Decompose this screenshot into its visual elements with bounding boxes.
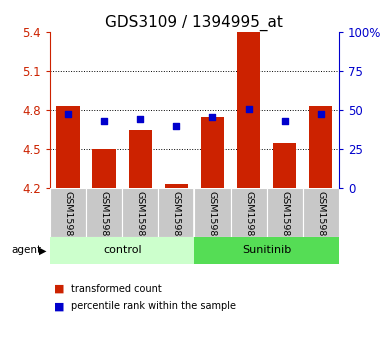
Bar (129, 130, 152, 188)
Text: GSM159833: GSM159833 (100, 191, 109, 249)
Point (318, 111, 324, 117)
Text: GSM159838: GSM159838 (316, 191, 325, 248)
Point (209, 114, 216, 119)
Text: GSM159831: GSM159831 (208, 191, 217, 248)
Text: GSM159832: GSM159832 (244, 191, 253, 248)
Text: control: control (103, 245, 142, 256)
Bar (303, 188, 339, 237)
Bar (165, 184, 188, 188)
Bar (194, 188, 231, 237)
Bar (122, 188, 158, 237)
Point (246, 106, 252, 112)
Bar (92, 149, 116, 188)
Text: ▶: ▶ (38, 245, 46, 256)
Point (281, 118, 288, 123)
Text: GSM159834: GSM159834 (136, 191, 145, 248)
Bar (237, 32, 260, 188)
Bar (50, 188, 86, 237)
Text: agent: agent (12, 245, 42, 256)
Bar (86, 188, 122, 237)
Point (137, 116, 143, 122)
Text: percentile rank within the sample: percentile rank within the sample (71, 301, 236, 311)
Text: GSM159837: GSM159837 (280, 191, 289, 248)
Bar (201, 116, 224, 188)
Bar (273, 143, 296, 188)
Text: transformed count: transformed count (71, 284, 162, 293)
Bar (194, 237, 339, 264)
Text: Sunitinib: Sunitinib (242, 245, 291, 256)
Text: ■: ■ (54, 301, 64, 311)
Bar (309, 106, 333, 188)
Point (65, 111, 71, 117)
Bar (50, 237, 194, 264)
Text: ■: ■ (54, 284, 64, 293)
Bar (56, 106, 80, 188)
Text: GSM159830: GSM159830 (64, 191, 73, 248)
Text: GSM159835: GSM159835 (172, 191, 181, 248)
Title: GDS3109 / 1394995_at: GDS3109 / 1394995_at (105, 14, 283, 30)
Bar (266, 188, 303, 237)
Bar (231, 188, 266, 237)
Point (101, 118, 107, 123)
Bar (158, 188, 194, 237)
Point (173, 123, 179, 129)
